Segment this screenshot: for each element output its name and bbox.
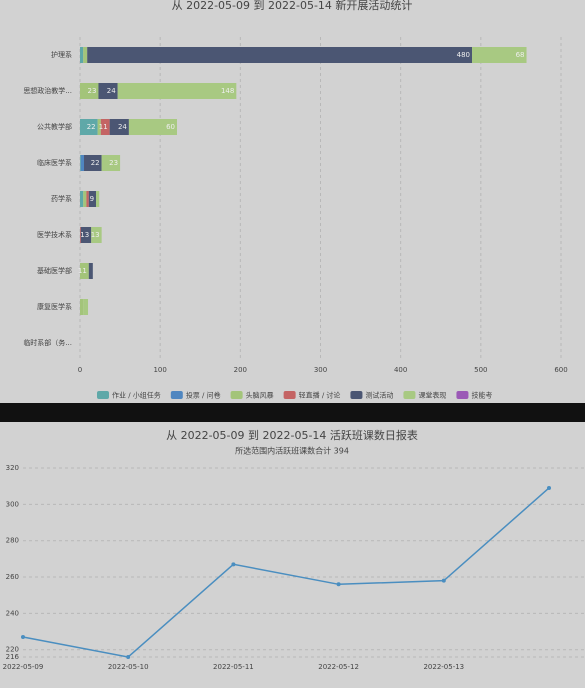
bar-segment [86,191,89,207]
bar-segment [80,155,81,171]
bar-segment [87,47,473,63]
y-tick-label: 280 [6,537,19,545]
point [441,578,446,583]
x-tick-label: 600 [554,366,567,374]
x-tick-label: 2022-05-10 [108,663,149,671]
bar-segment [88,263,93,279]
y-tick-label: 基础医学部 [37,266,72,275]
bar-segment [80,191,84,207]
x-tick-label: 400 [394,366,407,374]
bar-segment [80,155,85,171]
legend-label: 头脑风暴 [246,391,274,400]
legend-swatch [170,391,183,399]
point [21,635,25,640]
bar-segment [96,191,100,207]
data-label: 22 [91,159,100,167]
y-tick-label: 临时系部（务... [23,338,72,347]
bar-segment [101,155,121,171]
data-label: 68 [516,51,525,59]
bar-segment [100,119,110,135]
bar-segment [97,119,101,135]
data-label: 60 [166,123,175,131]
y-tick-label: 护理系 [51,50,72,59]
chart-subtitle: 所选范围内活跃班课数合计 394 [235,446,349,456]
data-label: 9 [90,195,94,203]
y-tick-label: 300 [6,500,19,508]
bar-segment [80,227,92,243]
data-label: 23 [88,87,97,95]
legend-swatch [230,391,243,399]
data-label: 23 [109,159,118,167]
legend-label: 作业 / 小组任务 [112,391,161,400]
data-label: 480 [457,51,470,59]
legend-label: 技能考 [471,391,492,400]
chart-title: 从 2022-05-09 到 2022-05-14 新开展活动统计 [172,0,413,12]
line [22,487,550,658]
bar-segment [84,155,102,171]
x-tick-label: 300 [314,366,327,374]
data-label: 24 [107,87,116,95]
y-tick-label: 320 [6,464,19,472]
bar-segment [80,263,89,279]
legend-label: 课堂表现 [418,391,446,400]
bar-segment [80,227,81,243]
x-tick-label: 200 [234,366,247,374]
x-tick-label: 100 [153,366,166,374]
x-tick-label: 2022-05-12 [318,663,359,671]
data-label: 13 [80,231,89,239]
bar-segment [128,119,178,135]
y-tick-label: 240 [6,609,19,617]
data-label: 13 [91,231,100,239]
legend-swatch [456,391,469,399]
bar-segment [80,119,98,135]
bar-segment [117,83,237,99]
x-tick-label: 2022-05-09 [3,663,44,671]
bar-segment [80,47,84,63]
data-label: 24 [118,123,127,131]
data-label: 22 [87,123,96,131]
y-tick-label: 临床医学系 [37,158,72,167]
legend-swatch [283,391,296,399]
chart-title: 从 2022-05-09 到 2022-05-14 活跃班课数日报表 [166,428,418,442]
legend-label: 轻直播 / 讨论 [299,391,341,400]
bar-segment [88,191,97,207]
x-tick-label: 0 [78,366,82,374]
y-tick-label: 公共教学部 [37,122,72,131]
y-tick-label: 260 [6,573,19,581]
bar-segment [472,47,527,63]
point [231,562,236,567]
y-tick-label: 216 [6,653,20,661]
point [126,655,131,659]
point [336,582,341,587]
x-tick-label: 2022-05-11 [213,663,254,671]
bar-segment [83,299,89,315]
legend-label: 投票 / 问卷 [186,391,221,400]
legend-swatch [350,391,363,399]
x-tick-label: 2022-05-13 [423,663,464,671]
legend-label: 测试活动 [365,391,393,400]
bar-segment [109,119,129,135]
bar-segment [83,47,88,63]
x-tick-label: 500 [474,366,487,374]
bar-segment [83,191,87,207]
y-tick-label: 康复医学系 [37,302,72,311]
data-label: 148 [221,87,234,95]
y-tick-label: 思想政治教学... [23,86,72,95]
bar-segment [91,227,102,243]
data-label: 11 [99,123,108,131]
legend-swatch [403,391,416,399]
bar-segment [80,299,84,315]
data-label: 11 [78,267,87,275]
bar-segment [98,83,118,99]
y-tick-label: 220 [6,646,19,654]
y-tick-label: 药学系 [51,194,72,203]
bar-segment [80,83,99,99]
point [547,485,551,490]
separator [0,403,585,422]
legend-swatch [97,391,109,399]
y-tick-label: 医学技术系 [37,230,72,239]
